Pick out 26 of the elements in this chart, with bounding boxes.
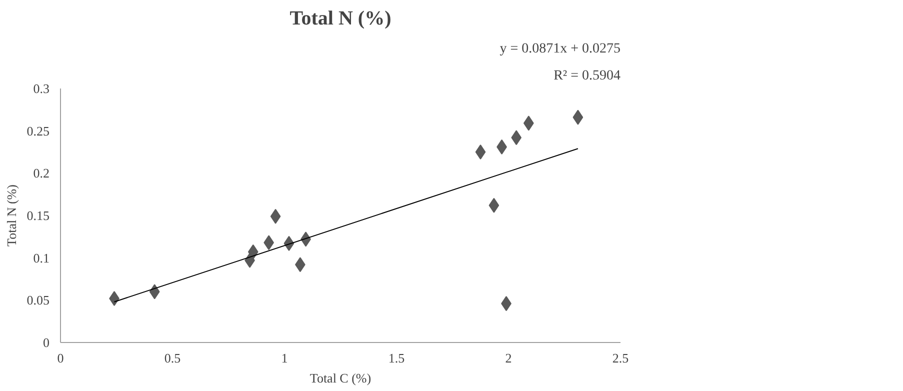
- text: R² = 0.5904: [554, 68, 621, 84]
- y-tick-label: 0.2: [33, 166, 50, 181]
- x-axis-title: Total C (%): [310, 370, 372, 386]
- x-tick-label: 0: [57, 350, 64, 366]
- point: [248, 244, 258, 260]
- point: [149, 284, 160, 300]
- point: [488, 198, 500, 213]
- y-axis-title: Total N (%): [4, 184, 19, 246]
- text: y = 0.0871x + 0.0275: [500, 42, 621, 56]
- x-tick-label: 1: [281, 350, 288, 366]
- x-tick-label: 2: [505, 350, 512, 366]
- y-tick-label: 0.1: [33, 250, 50, 266]
- x-tick-label: 0.5: [164, 350, 181, 366]
- point: [270, 208, 281, 224]
- y-tick-label: 0.25: [26, 123, 50, 138]
- y-tick-label: 0.3: [33, 81, 50, 96]
- y-tick-label: 0.15: [26, 208, 50, 223]
- point: [523, 116, 534, 131]
- x-tick-label: 2.5: [612, 350, 629, 366]
- y-tick-label: 0.05: [26, 292, 50, 308]
- y-tick-label: 0: [43, 335, 50, 350]
- point: [511, 130, 522, 146]
- point: [572, 110, 584, 125]
- chart-title: Total N (%): [290, 8, 392, 30]
- x-tick-label: 1.5: [388, 350, 405, 366]
- point: [475, 144, 486, 160]
